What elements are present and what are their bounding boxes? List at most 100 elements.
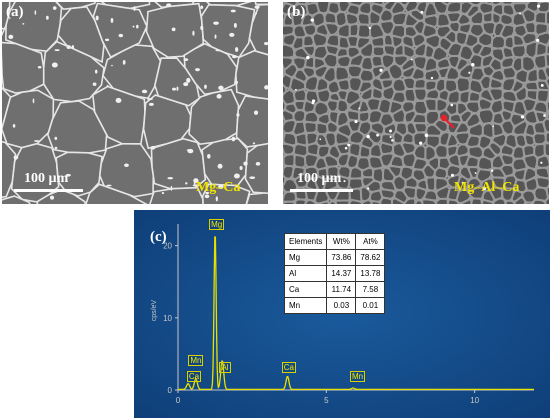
precipitate-dot xyxy=(376,133,379,137)
scale-bar-b xyxy=(290,189,353,192)
grain-cell xyxy=(294,198,308,204)
micrograph-mg-ca: (a) 100 µm Mg–Ca xyxy=(2,2,268,204)
grain-cell xyxy=(348,166,364,180)
grain-cell xyxy=(446,89,461,105)
grain-cell xyxy=(479,74,492,91)
precipitate-dot xyxy=(295,88,297,91)
precipitate-dot xyxy=(195,68,200,72)
grain-cell xyxy=(359,41,375,58)
grain-cell xyxy=(531,198,547,204)
precipitate-dot xyxy=(133,6,136,12)
precipitate-dot xyxy=(419,141,423,145)
grain-cell xyxy=(545,185,549,200)
grain-cell xyxy=(283,153,296,168)
precipitate-dot xyxy=(229,32,235,37)
precipitate-dot xyxy=(468,71,471,74)
precipitate-dot xyxy=(141,89,148,94)
grain-cell xyxy=(432,2,449,15)
precipitate-dot xyxy=(264,85,268,90)
grain-cell xyxy=(283,190,298,203)
grain-cell xyxy=(316,199,330,204)
precipitate-dot xyxy=(146,98,153,101)
table-row: Ca 11.74 7.58 xyxy=(283,281,386,298)
grain-cell xyxy=(467,122,484,138)
table-header: At% xyxy=(355,233,386,250)
precipitate-dot xyxy=(450,103,454,107)
grain-cell xyxy=(544,9,549,26)
precipitate-dot xyxy=(200,5,204,10)
precipitate-dot xyxy=(167,177,174,180)
precipitate-dot xyxy=(150,145,156,150)
grain-cell xyxy=(480,198,495,204)
grain-cell xyxy=(55,2,96,11)
precipitate-dot xyxy=(424,133,429,138)
grain-cell xyxy=(2,2,11,37)
grain-cell xyxy=(523,201,535,204)
grain-cell xyxy=(346,109,361,122)
precipitate-dot xyxy=(543,114,546,117)
grain-cell xyxy=(545,44,549,56)
precipitate-dot xyxy=(343,180,346,183)
table-cell: Ca xyxy=(283,281,328,298)
precipitate-dot xyxy=(94,69,98,74)
precipitate-dot xyxy=(183,82,189,87)
precipitate-dot xyxy=(536,38,540,42)
grain-cell xyxy=(283,43,296,59)
table-cell: 11.74 xyxy=(326,281,357,298)
grain-cell xyxy=(235,95,268,148)
grain-cell xyxy=(326,120,339,134)
grain-cell xyxy=(421,198,438,204)
precipitate-dot xyxy=(71,45,75,49)
precipitate-dot xyxy=(183,58,189,62)
precipitate-dot xyxy=(255,161,261,166)
precipitate-dot xyxy=(122,59,126,65)
grain-cell xyxy=(245,192,268,204)
grain-cell xyxy=(413,77,427,90)
precipitate-dot xyxy=(200,25,204,30)
precipitate-dot xyxy=(347,143,351,147)
table-cell: 13.78 xyxy=(355,265,386,282)
precipitate-dot xyxy=(354,119,358,124)
grain-cell xyxy=(201,137,249,187)
grain-cell xyxy=(36,188,87,204)
precipitate-dot xyxy=(54,136,58,140)
precipitate-dot xyxy=(410,58,413,61)
precipitate-dot xyxy=(249,176,256,179)
precipitate-dot xyxy=(217,163,223,169)
precipitate-dot xyxy=(106,84,109,88)
precipitate-dot xyxy=(192,184,199,187)
precipitate-dot xyxy=(218,85,224,91)
grain-cell xyxy=(535,176,549,190)
precipitate-dot xyxy=(310,18,314,22)
precipitate-dot xyxy=(8,34,14,40)
grain-cell xyxy=(356,12,371,26)
precipitate-dot xyxy=(367,187,370,190)
table-cell: 0.03 xyxy=(326,297,357,314)
precipitate-dot xyxy=(136,24,139,29)
precipitate-dot xyxy=(124,163,129,167)
precipitate-dot xyxy=(253,110,259,115)
precipitate-dot xyxy=(540,83,544,87)
precipitate-dot xyxy=(215,196,218,202)
eds-spectrum-panel: 0 10 20 0 5 10 cps/eV (c) Mg Mn Ca Al Ca Mn Element… xyxy=(134,210,550,418)
grain-cell xyxy=(535,154,549,169)
precipitate-dot xyxy=(389,135,392,139)
table-row: Mg 73.86 78.62 xyxy=(283,249,386,266)
grain-cell xyxy=(543,142,549,158)
grain-cell xyxy=(356,23,372,39)
grain-cell xyxy=(544,197,549,204)
table-cell: 14.37 xyxy=(326,265,357,282)
grain-cell xyxy=(98,143,155,198)
y-axis-label: cps/eV xyxy=(151,300,158,322)
grain-cell xyxy=(477,108,495,125)
precipitate-dot xyxy=(171,27,176,32)
scale-bar-a xyxy=(14,189,83,192)
precipitate-dot xyxy=(358,107,361,110)
precipitate-dot xyxy=(255,12,257,15)
grain-cell xyxy=(521,7,537,24)
grain-cell xyxy=(533,53,548,70)
grain-cell xyxy=(510,44,527,59)
precipitate-dot xyxy=(22,23,25,25)
precipitate-dot xyxy=(368,26,372,30)
grain-cell xyxy=(336,78,351,92)
